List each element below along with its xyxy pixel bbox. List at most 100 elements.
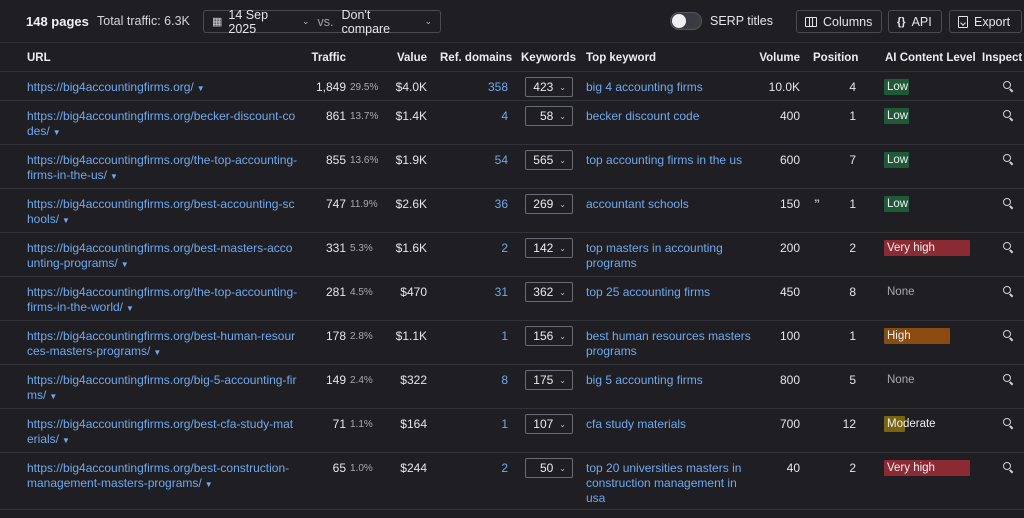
serp-titles-toggle[interactable]: [670, 12, 702, 30]
keywords-dropdown[interactable]: 362 ⌄: [525, 282, 573, 302]
caret-down-icon[interactable]: ▼: [126, 304, 134, 313]
keywords-dropdown[interactable]: 423 ⌄: [525, 77, 573, 97]
url-text: https://big4accountingfirms.org/best-mas…: [27, 241, 293, 270]
keywords-dropdown[interactable]: 50 ⌄: [525, 458, 573, 478]
url-link[interactable]: https://big4accountingfirms.org/becker-d…: [27, 109, 299, 140]
compare-value: Don't compare: [341, 7, 391, 36]
inspect-search-icon[interactable]: [1003, 81, 1014, 92]
col-position[interactable]: Position: [813, 52, 859, 64]
traffic-value: 65: [332, 461, 346, 475]
url-link[interactable]: https://big4accountingfirms.org/big-5-ac…: [27, 373, 299, 404]
keywords-dropdown[interactable]: 58 ⌄: [525, 106, 573, 126]
inspect-search-icon[interactable]: [1003, 110, 1014, 121]
col-keywords[interactable]: Keywords: [521, 52, 576, 64]
table-row: https://big4accountingfirms.org/best-hum…: [0, 321, 1024, 365]
ai-content-level-badge: Moderate: [884, 416, 936, 432]
caret-down-icon[interactable]: ▼: [62, 436, 70, 445]
url-link[interactable]: https://big4accountingfirms.org/the-top-…: [27, 153, 299, 184]
caret-down-icon[interactable]: ▼: [49, 392, 58, 401]
caret-down-icon[interactable]: ▼: [120, 260, 129, 269]
columns-button[interactable]: Columns: [796, 10, 882, 33]
ref-domains-link[interactable]: 4: [501, 109, 508, 123]
ai-content-level-badge: Low: [884, 152, 909, 168]
serp-titles-label: SERP titles: [710, 14, 773, 28]
url-link[interactable]: https://big4accountingfirms.org/▼: [27, 80, 299, 96]
keywords-dropdown[interactable]: 142 ⌄: [525, 238, 573, 258]
top-keyword-link[interactable]: top 20 universities masters in construct…: [586, 461, 742, 505]
date-picker-button[interactable]: ▦ 14 Sep 2025 ⌄ vs. Don't compare ⌄: [203, 7, 441, 36]
traffic-value-usd: $1.6K: [395, 241, 427, 255]
ref-domains-link[interactable]: 54: [494, 153, 508, 167]
inspect-search-icon[interactable]: [1003, 418, 1014, 429]
position-value: 12: [842, 417, 856, 431]
ref-domains-link[interactable]: 358: [487, 80, 508, 94]
col-url[interactable]: URL: [27, 52, 51, 64]
col-value[interactable]: Value: [396, 52, 427, 64]
col-ai-content-level[interactable]: AI Content Level: [885, 52, 976, 64]
ref-domains-link[interactable]: 31: [494, 285, 508, 299]
col-top-keyword[interactable]: Top keyword: [586, 52, 657, 64]
chevron-down-icon: ⌄: [559, 199, 566, 209]
caret-down-icon[interactable]: ▼: [62, 216, 70, 225]
top-keyword-link[interactable]: big 4 accounting firms: [586, 80, 703, 94]
ref-domains-link[interactable]: 1: [501, 329, 508, 343]
keywords-dropdown[interactable]: 156 ⌄: [525, 326, 573, 346]
traffic-value: 1,849: [315, 80, 346, 94]
inspect-search-icon[interactable]: [1003, 286, 1014, 297]
top-keyword-link[interactable]: top 25 accounting firms: [586, 285, 711, 299]
top-keyword-link[interactable]: top masters in accounting programs: [586, 241, 723, 270]
traffic-value-usd: $1.9K: [395, 153, 427, 167]
url-link[interactable]: https://big4accountingfirms.org/best-mas…: [27, 241, 299, 272]
col-ref-domains[interactable]: Ref. domains: [440, 52, 513, 64]
inspect-search-icon[interactable]: [1003, 462, 1014, 473]
chevron-down-icon: ⌄: [559, 331, 566, 341]
url-text: https://big4accountingfirms.org/best-con…: [27, 461, 290, 490]
caret-down-icon[interactable]: ▼: [52, 128, 61, 137]
caret-down-icon[interactable]: ▼: [196, 84, 205, 93]
vs-label: vs.: [317, 14, 334, 29]
ref-domains-link[interactable]: 1: [501, 417, 508, 431]
keywords-dropdown[interactable]: 269 ⌄: [525, 194, 573, 214]
url-text: https://big4accountingfirms.org/the-top-…: [27, 285, 298, 314]
search-volume: 150: [779, 197, 800, 211]
inspect-search-icon[interactable]: [1003, 242, 1014, 253]
url-link[interactable]: https://big4accountingfirms.org/best-hum…: [27, 329, 299, 360]
ai-content-level-badge: None: [887, 286, 915, 298]
caret-down-icon[interactable]: ▼: [153, 348, 162, 357]
ref-domains-link[interactable]: 8: [501, 373, 508, 387]
ref-domains-link[interactable]: 36: [494, 197, 508, 211]
caret-down-icon[interactable]: ▼: [110, 172, 118, 181]
inspect-search-icon[interactable]: [1003, 198, 1014, 209]
api-button[interactable]: {} API: [888, 10, 942, 33]
top-keyword-link[interactable]: cfa study materials: [586, 417, 687, 431]
url-link[interactable]: https://big4accountingfirms.org/best-con…: [27, 461, 299, 492]
top-keyword-link[interactable]: big 5 accounting firms: [586, 373, 703, 387]
url-link[interactable]: https://big4accountingfirms.org/best-cfa…: [27, 417, 299, 448]
url-link[interactable]: https://big4accountingfirms.org/the-top-…: [27, 285, 299, 316]
traffic-value-usd: $164: [400, 417, 427, 431]
ai-content-level-badge: Low: [884, 108, 909, 124]
url-link[interactable]: https://big4accountingfirms.org/best-acc…: [27, 197, 299, 228]
col-traffic[interactable]: Traffic: [311, 52, 346, 64]
top-keyword-link[interactable]: best human resources masters programs: [586, 329, 751, 358]
ref-domains-link[interactable]: 2: [501, 241, 508, 255]
caret-down-icon[interactable]: ▼: [204, 480, 213, 489]
keywords-dropdown[interactable]: 107 ⌄: [525, 414, 573, 434]
col-volume[interactable]: Volume: [759, 52, 800, 64]
export-button[interactable]: Export: [949, 10, 1022, 33]
ref-domains-link[interactable]: 2: [501, 461, 508, 475]
keywords-dropdown[interactable]: 565 ⌄: [525, 150, 573, 170]
top-keyword-link[interactable]: accountant schools: [586, 197, 689, 211]
ai-content-level-badge: Very high: [884, 240, 970, 256]
chevron-down-icon: ⌄: [559, 287, 566, 297]
chevron-down-icon: ⌄: [559, 155, 566, 165]
keywords-dropdown[interactable]: 175 ⌄: [525, 370, 573, 390]
traffic-value-usd: $4.0K: [395, 80, 427, 94]
inspect-search-icon[interactable]: [1003, 330, 1014, 341]
download-icon: [958, 15, 968, 28]
inspect-search-icon[interactable]: [1003, 374, 1014, 385]
inspect-search-icon[interactable]: [1003, 154, 1014, 165]
table-row: https://big4accountingfirms.org/becker-d…: [0, 101, 1024, 145]
top-keyword-link[interactable]: becker discount code: [586, 109, 700, 123]
top-keyword-link[interactable]: top accounting firms in the us: [586, 153, 743, 167]
